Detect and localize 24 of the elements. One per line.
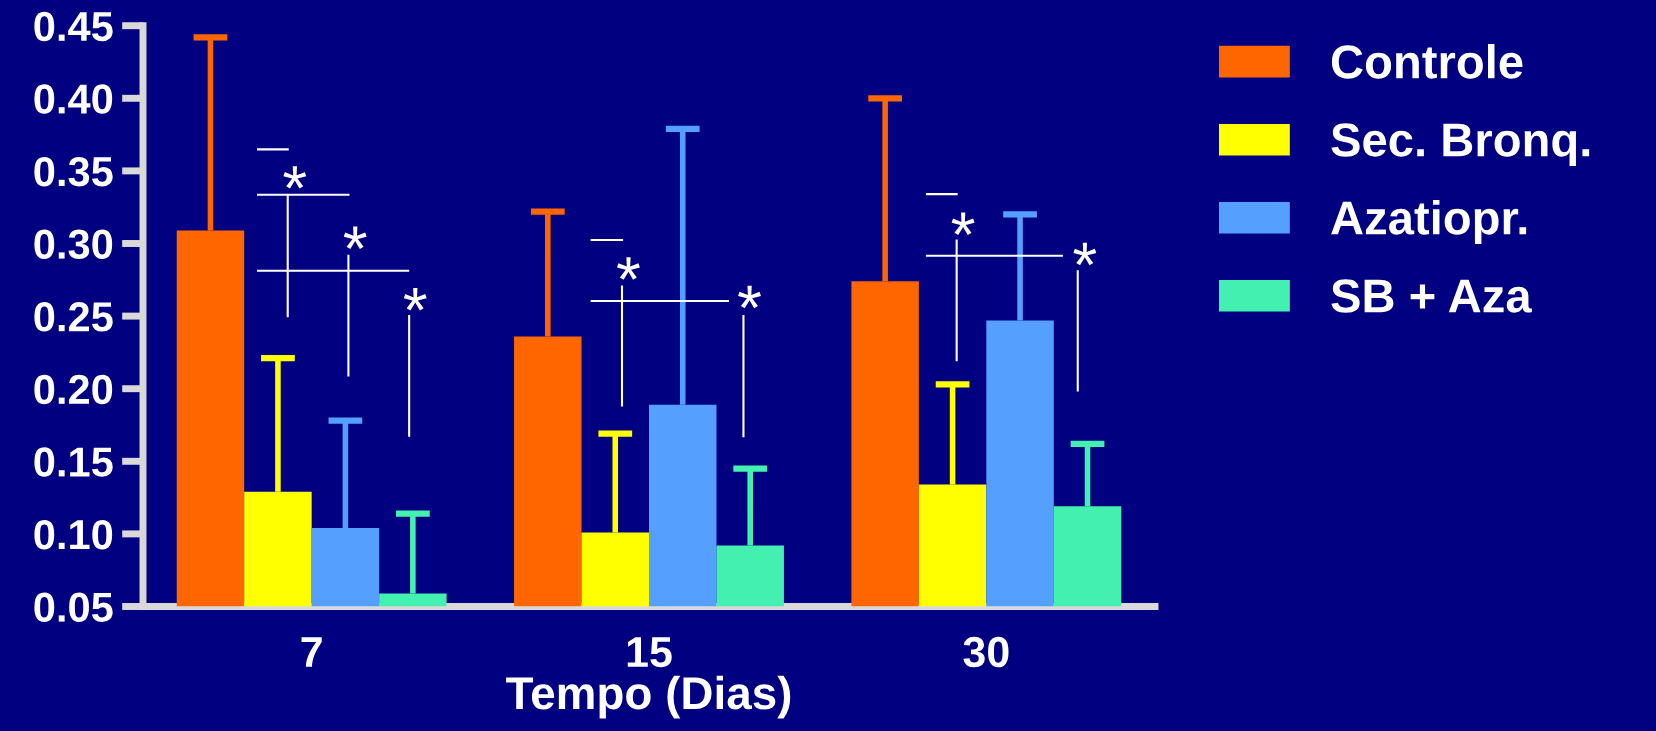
legend-label: Controle: [1331, 44, 1523, 79]
annotation: *: [283, 166, 307, 189]
annotation: *: [738, 285, 761, 309]
x-tick-label: 15: [627, 637, 672, 668]
y-tick-label: 0.05: [34, 592, 113, 623]
annotation: *: [951, 212, 975, 236]
y-tick-label: 0.25: [34, 302, 113, 332]
legend-label: Sec. Bronq.: [1331, 123, 1590, 167]
y-tick-label: 0.30: [34, 229, 113, 260]
x-axis-title: Tempo (Dias): [506, 675, 791, 719]
y-tick-label: 0.20: [34, 374, 113, 405]
x-tick-label: 7: [301, 637, 322, 667]
y-tick-label: 0.45: [34, 11, 113, 42]
annotation: *: [617, 257, 640, 280]
y-tick-label: 0.10: [34, 519, 113, 550]
x-tick-label: 30: [963, 636, 1009, 668]
annotation: *: [403, 288, 427, 311]
y-tick-label: 0.35: [34, 156, 113, 187]
y-tick-label: 0.40: [34, 84, 113, 114]
y-tick-label: 0.15: [34, 447, 113, 477]
legend-label: Azatiopr.: [1331, 200, 1527, 245]
legend-label: SB + Aza: [1331, 279, 1532, 313]
annotation: *: [1073, 242, 1097, 266]
annotation: *: [343, 226, 367, 249]
